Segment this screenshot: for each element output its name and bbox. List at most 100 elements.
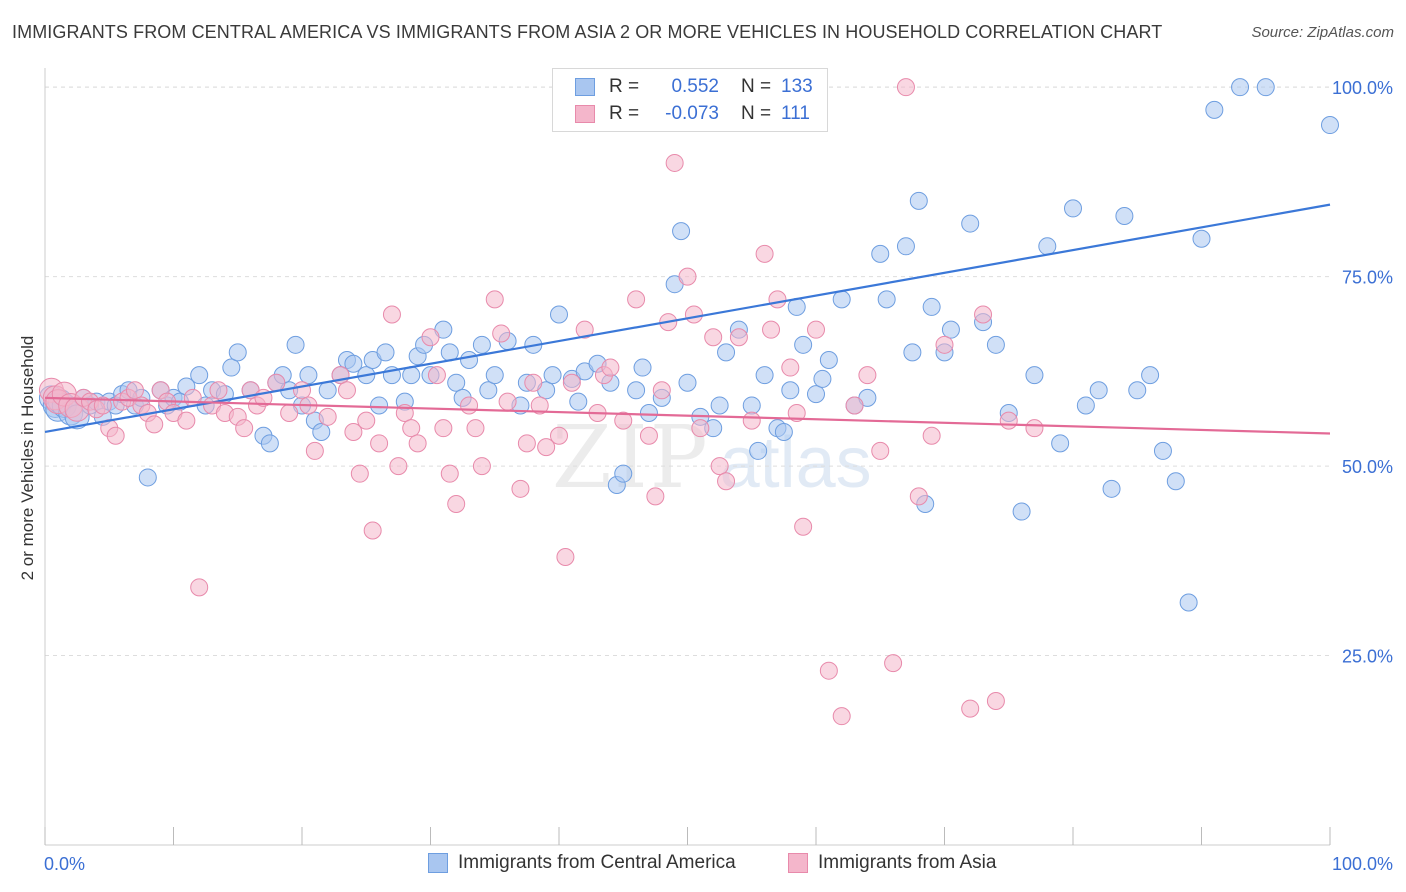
correlation-legend: R = 0.552 N = 133 R = -0.073 N = 111 xyxy=(552,68,828,132)
point-asia xyxy=(530,396,549,415)
point-asia xyxy=(974,305,993,324)
point-asia xyxy=(485,290,504,309)
point-asia xyxy=(498,392,517,411)
point-asia xyxy=(832,707,851,726)
source-credit: Source: ZipAtlas.com xyxy=(1251,24,1394,41)
trendline-central-america xyxy=(44,203,1331,434)
point-asia xyxy=(106,426,125,445)
point-central-america xyxy=(639,404,658,423)
point-central-america xyxy=(222,358,241,377)
point-asia xyxy=(575,320,594,339)
y-tick-label: 75.0% xyxy=(1342,268,1393,288)
point-asia xyxy=(402,419,421,438)
chart-title: IMMIGRANTS FROM CENTRAL AMERICA VS IMMIG… xyxy=(12,22,1163,42)
point-central-america xyxy=(877,290,896,309)
point-central-america xyxy=(813,369,832,388)
point-asia xyxy=(466,419,485,438)
legend-swatch-pink xyxy=(575,105,595,123)
point-asia xyxy=(408,434,427,453)
point-central-america xyxy=(986,335,1005,354)
point-central-america xyxy=(260,434,279,453)
point-asia xyxy=(524,373,543,392)
point-central-america xyxy=(903,343,922,362)
point-central-america xyxy=(1192,229,1211,248)
r-label: R = xyxy=(609,103,640,124)
point-central-america xyxy=(794,335,813,354)
x-tick-label: 100.0% xyxy=(1332,854,1393,874)
n-label: N = xyxy=(740,76,772,97)
point-asia xyxy=(421,328,440,347)
point-asia xyxy=(511,479,530,498)
point-asia xyxy=(787,404,806,423)
point-asia xyxy=(884,654,903,673)
point-asia xyxy=(639,426,658,445)
point-central-america xyxy=(614,464,633,483)
point-central-america xyxy=(1115,206,1134,225)
point-central-america xyxy=(472,335,491,354)
point-asia xyxy=(858,366,877,385)
legend-swatch-blue xyxy=(428,853,448,873)
point-asia xyxy=(1025,419,1044,438)
point-central-america xyxy=(627,381,646,400)
x-tick-label: 0.0% xyxy=(44,854,85,874)
point-central-america xyxy=(749,441,768,460)
point-central-america xyxy=(1102,479,1121,498)
point-central-america xyxy=(479,381,498,400)
point-central-america xyxy=(961,214,980,233)
point-asia xyxy=(550,426,568,445)
point-asia xyxy=(871,441,890,460)
point-central-america xyxy=(190,366,209,385)
point-central-america xyxy=(286,335,305,354)
legend-item-asia: Immigrants from Asia xyxy=(788,852,996,874)
legend-swatch-pink xyxy=(788,853,808,873)
point-asia xyxy=(280,404,299,423)
point-asia xyxy=(389,457,408,476)
point-asia xyxy=(999,411,1018,430)
point-central-america xyxy=(922,297,941,316)
legend-swatch-blue xyxy=(575,78,595,96)
point-asia xyxy=(382,305,401,324)
point-central-america xyxy=(1128,381,1147,400)
n-label: N = xyxy=(740,103,772,124)
point-asia xyxy=(986,692,1005,711)
point-asia xyxy=(704,328,723,347)
point-central-america xyxy=(1012,502,1031,521)
y-tick-label: 25.0% xyxy=(1342,647,1393,667)
point-central-america xyxy=(1038,237,1057,256)
point-central-america xyxy=(941,320,960,339)
point-asia xyxy=(896,78,915,97)
point-asia xyxy=(305,441,324,460)
y-tick-label: 100.0% xyxy=(1332,78,1393,98)
point-central-america xyxy=(1205,100,1224,119)
point-asia xyxy=(729,328,748,347)
n-value: 111 xyxy=(781,103,810,124)
point-central-america xyxy=(1166,472,1185,491)
point-central-america xyxy=(896,237,915,256)
point-asia xyxy=(337,381,356,400)
point-asia xyxy=(935,335,954,354)
point-asia xyxy=(344,422,363,441)
r-label: R = xyxy=(609,76,640,97)
point-central-america xyxy=(344,354,363,373)
point-asia xyxy=(267,373,286,392)
point-asia xyxy=(781,358,800,377)
point-central-america xyxy=(312,422,331,441)
point-asia xyxy=(614,411,633,430)
point-central-america xyxy=(550,305,568,324)
point-asia xyxy=(845,396,864,415)
point-central-america xyxy=(672,222,691,241)
point-asia xyxy=(601,358,620,377)
point-asia xyxy=(472,457,491,476)
point-asia xyxy=(742,411,761,430)
legend-label: Immigrants from Asia xyxy=(818,852,997,873)
point-asia xyxy=(434,419,453,438)
point-asia xyxy=(190,578,209,597)
point-asia xyxy=(318,407,337,426)
point-asia xyxy=(717,472,736,491)
point-asia xyxy=(755,244,774,263)
legend-row-asia: R = -0.073 N = 111 xyxy=(553,101,825,127)
point-asia xyxy=(447,494,466,513)
point-asia xyxy=(363,521,382,540)
series-legend: Immigrants from Central America Immigran… xyxy=(0,852,1406,878)
